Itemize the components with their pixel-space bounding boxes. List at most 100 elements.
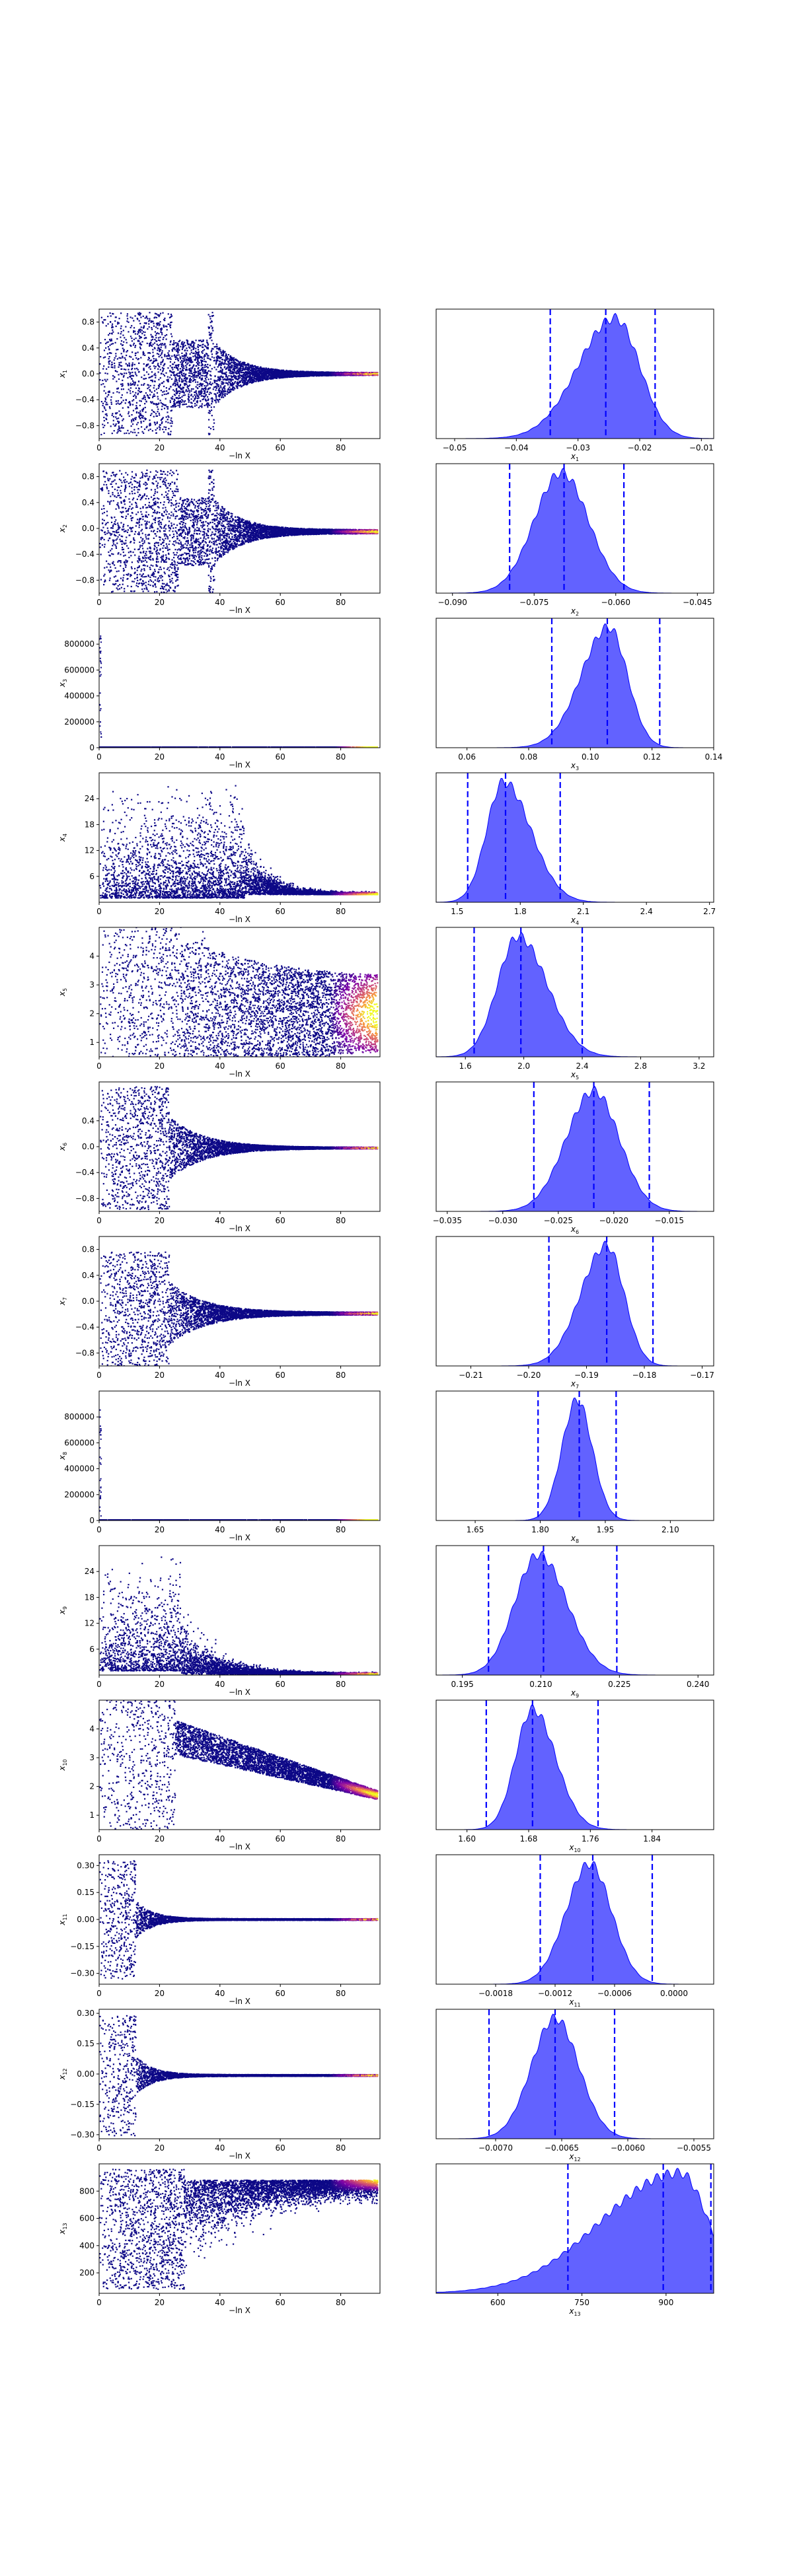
sample-point xyxy=(240,365,242,367)
sample-point xyxy=(142,315,144,317)
sample-point xyxy=(186,377,188,379)
sample-point xyxy=(169,400,171,402)
sample-point xyxy=(239,376,241,378)
sample-point xyxy=(143,325,145,327)
sample-point xyxy=(100,342,102,344)
sample-point xyxy=(155,358,157,360)
sample-point xyxy=(187,398,189,400)
sample-point xyxy=(252,366,254,368)
sample-point xyxy=(143,420,145,422)
sample-point xyxy=(246,376,249,378)
sample-point xyxy=(133,327,135,329)
sample-point xyxy=(152,395,154,397)
sample-point xyxy=(250,373,252,375)
sample-point xyxy=(222,353,225,355)
sample-point xyxy=(262,367,264,369)
sample-point xyxy=(264,372,266,374)
sample-point xyxy=(224,366,226,368)
sample-point xyxy=(295,371,297,373)
sample-point xyxy=(204,375,206,377)
sample-point xyxy=(229,358,231,360)
sample-point xyxy=(137,380,140,382)
sample-point xyxy=(235,366,237,368)
sample-point xyxy=(103,319,105,321)
sample-point xyxy=(193,344,195,347)
sample-point xyxy=(203,349,206,351)
sample-point xyxy=(134,381,136,383)
sample-point xyxy=(318,374,320,376)
sample-point xyxy=(206,402,208,404)
sample-point xyxy=(204,364,207,366)
sample-point xyxy=(242,369,244,371)
sample-point xyxy=(124,357,126,359)
sample-point xyxy=(128,384,130,386)
sample-point xyxy=(172,363,174,365)
sample-point xyxy=(315,374,317,376)
sample-point xyxy=(176,357,178,359)
sample-point xyxy=(132,423,134,425)
sample-point xyxy=(220,352,222,355)
sample-point xyxy=(145,365,147,367)
sample-point xyxy=(137,351,139,353)
sample-point xyxy=(328,373,330,375)
sample-point xyxy=(139,328,141,330)
sample-point xyxy=(248,365,250,367)
sample-point xyxy=(155,313,157,315)
sample-point xyxy=(215,351,217,353)
sample-point xyxy=(274,375,277,377)
sample-point xyxy=(250,379,252,382)
sample-point xyxy=(152,349,154,351)
sample-point xyxy=(229,378,231,380)
sample-point xyxy=(195,357,197,359)
sample-point xyxy=(211,347,213,349)
sample-point xyxy=(180,345,182,347)
sample-point xyxy=(172,343,174,345)
sample-point xyxy=(231,382,234,384)
sample-point xyxy=(254,380,256,382)
sample-point xyxy=(209,333,211,335)
sample-point xyxy=(163,365,165,367)
sample-point xyxy=(139,413,141,416)
sample-point xyxy=(208,382,210,385)
sample-point xyxy=(143,394,145,397)
sample-point xyxy=(123,375,125,376)
sample-point xyxy=(213,346,215,348)
sample-point xyxy=(292,371,295,374)
sample-point xyxy=(244,362,246,364)
sample-point xyxy=(235,378,237,380)
sample-point xyxy=(227,388,229,390)
sample-point xyxy=(211,400,213,402)
sample-point xyxy=(336,371,338,374)
sample-point xyxy=(111,333,113,335)
sample-point xyxy=(217,355,219,357)
sample-point xyxy=(173,343,175,345)
sample-point xyxy=(176,344,178,346)
sample-point xyxy=(112,378,114,380)
sample-point xyxy=(204,360,206,363)
sample-point xyxy=(151,380,153,382)
sample-point xyxy=(207,363,209,366)
sample-point xyxy=(219,347,221,349)
sample-point xyxy=(118,357,120,359)
sample-point xyxy=(195,351,198,354)
sample-point xyxy=(167,355,169,357)
sample-point xyxy=(131,421,133,423)
sample-point xyxy=(220,375,222,377)
sample-point xyxy=(120,343,122,345)
sample-point xyxy=(206,404,208,406)
sample-point xyxy=(204,370,206,373)
sample-point xyxy=(189,378,191,380)
sample-point xyxy=(135,397,137,399)
sample-point xyxy=(198,407,200,409)
sample-point xyxy=(262,370,264,372)
sample-point xyxy=(110,343,112,345)
sample-point xyxy=(139,410,141,412)
sample-point xyxy=(208,314,209,316)
sample-point xyxy=(201,391,203,393)
sample-point xyxy=(155,404,157,406)
sample-point xyxy=(218,363,220,365)
sample-point xyxy=(182,375,184,377)
sample-point xyxy=(153,325,155,327)
sample-point xyxy=(170,397,172,399)
sample-point xyxy=(230,380,232,382)
